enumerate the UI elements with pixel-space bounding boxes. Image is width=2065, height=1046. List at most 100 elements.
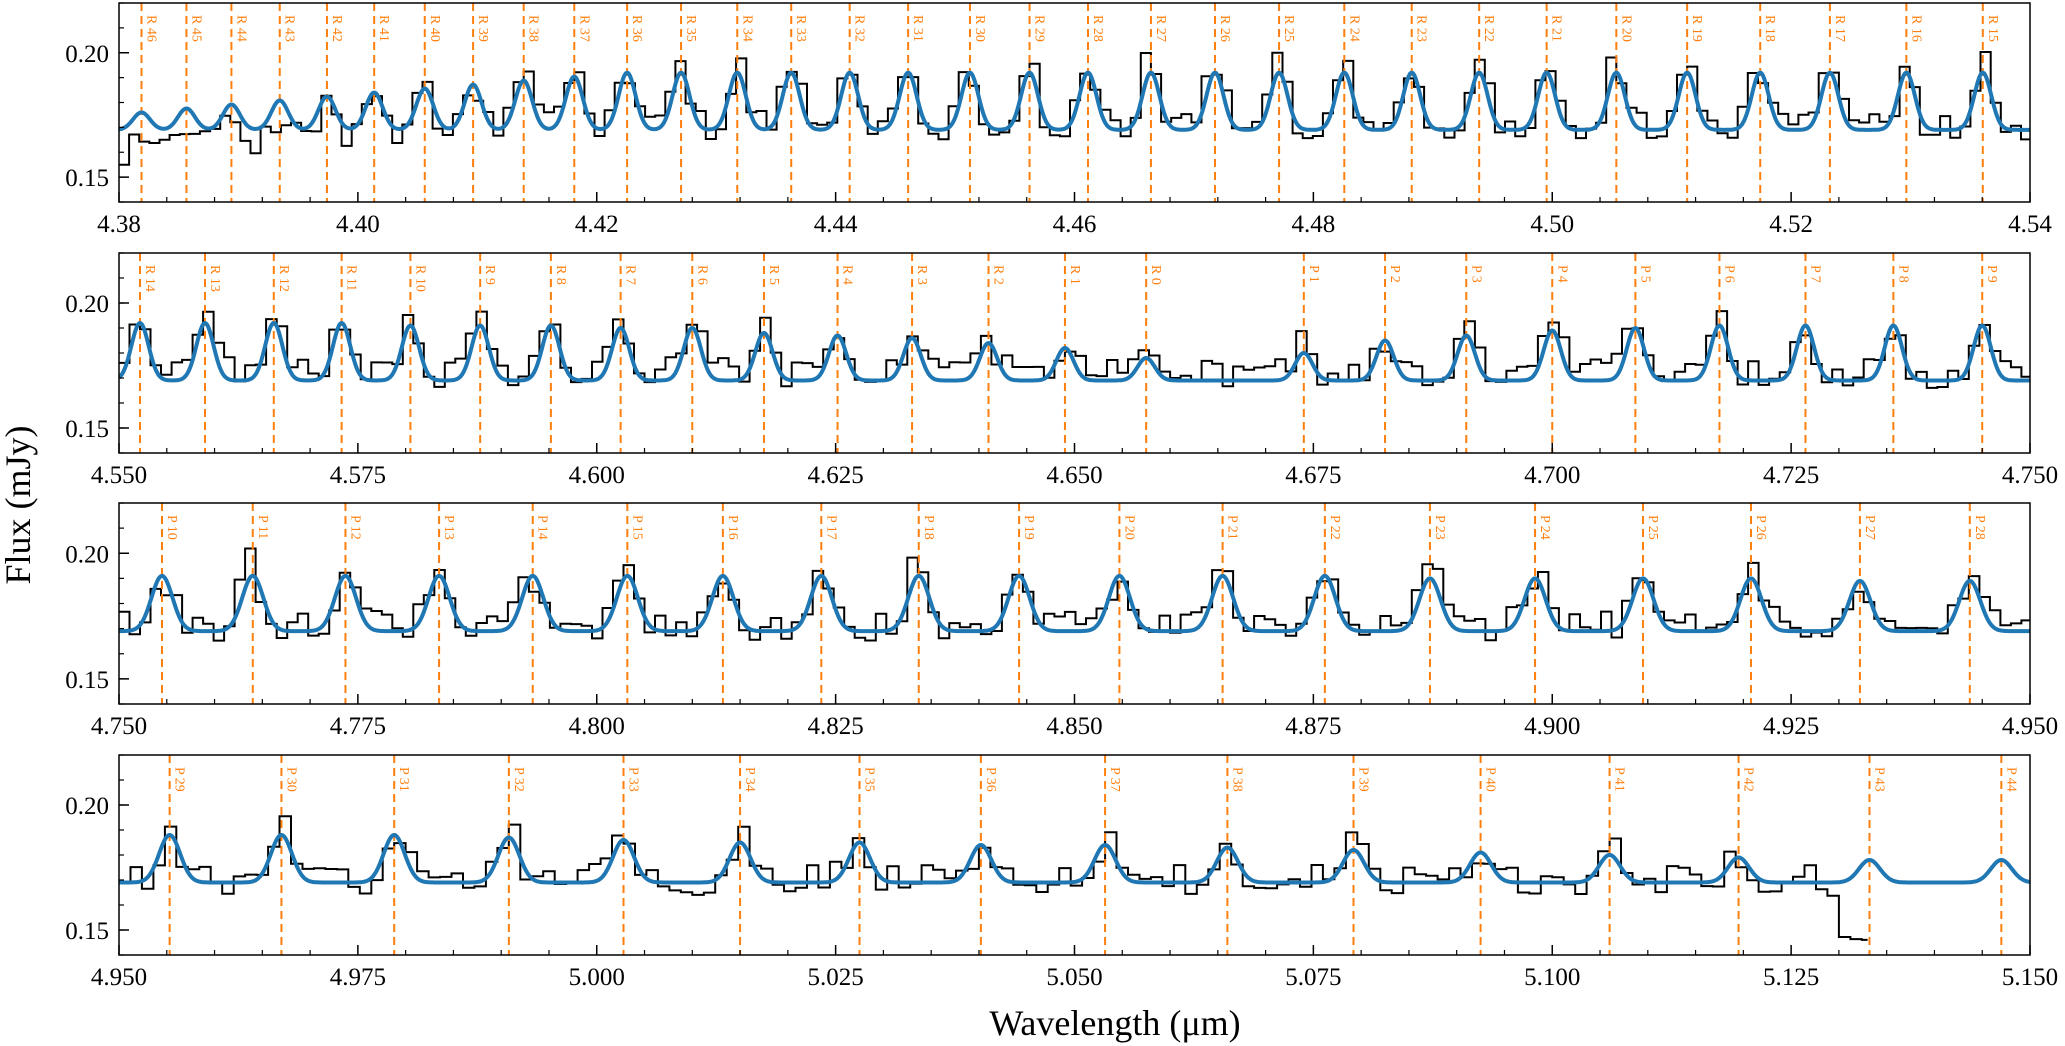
panel-4: P 29 P 30 P 31 P 32 P 33 P 34 P 35 P 36 P 37 P 38… [65,754,2058,991]
line-label: P 35 [862,767,877,792]
line-label: R 32 [852,15,867,42]
line-label: R 42 [329,15,344,42]
line-label: P 8 [1895,265,1910,283]
line-label: R 27 [1153,15,1168,42]
line-label: P 44 [2003,767,2018,792]
line-label: R 14 [142,265,157,292]
x-axis-title: Wavelength (μm) [989,1003,1240,1043]
model-spectrum [119,832,2030,885]
line-label: R 33 [793,15,808,42]
axes-frame [118,2,2031,203]
line-label: R 3 [914,265,929,285]
y-tick-label: 0.20 [65,41,109,68]
line-label: R 19 [1689,15,1704,42]
line-label: R 18 [1762,15,1777,42]
x-tick-label: 4.750 [2002,462,2058,489]
observed-spectrum [119,310,2030,389]
line-label: R 1 [1067,265,1082,285]
line-label: P 20 [1121,515,1136,540]
x-tick-label: 4.900 [1524,713,1580,740]
line-label: P 42 [1741,767,1756,792]
y-axis-title: Flux (mJy) [0,425,38,584]
line-label: R 30 [972,15,987,42]
line-label: P 3 [1468,265,1483,283]
line-label: P 32 [511,767,526,792]
axes-frame [118,502,2031,705]
line-label: P 27 [1862,515,1877,540]
line-label: P 4 [1554,265,1569,283]
x-tick-label: 4.46 [1053,211,1097,238]
model-spectrum [119,70,2030,132]
line-label: R 25 [1281,15,1296,42]
line-label: R 40 [427,15,442,42]
x-tick-label: 4.775 [330,713,386,740]
x-tick-label: 4.650 [1046,462,1102,489]
line-label: P 16 [725,515,740,540]
line-label: R 0 [1148,265,1163,285]
line-label: R 9 [482,265,497,285]
line-label: R 7 [623,265,638,285]
line-label: P 40 [1483,767,1498,792]
line-label: P 36 [983,767,998,792]
observed-spectrum [119,51,2030,166]
x-tick-label: 4.975 [330,964,386,991]
x-tick-label: 4.675 [1285,462,1341,489]
line-label: P 26 [1753,515,1768,540]
line-label: P 17 [823,515,838,540]
y-tick-label: 0.20 [65,793,109,820]
x-tick-label: 5.075 [1285,964,1341,991]
line-label: P 41 [1612,767,1627,792]
line-label: P 19 [1021,515,1036,540]
line-label: P 25 [1645,515,1660,540]
line-label: R 43 [282,15,297,42]
line-label: P 39 [1356,767,1371,792]
line-label: R 23 [1414,15,1429,42]
model-spectrum [119,573,2030,634]
line-label: P 7 [1807,265,1822,283]
panel-2: R 14 R 13 R 12 R 11 R 10 R 9 R 8 R 7 R 6 R 5 R 4 R … [65,252,2058,489]
line-label: R 46 [143,15,158,42]
x-tick-label: 4.575 [330,462,386,489]
x-tick-label: 4.50 [1530,211,1574,238]
line-label: R 28 [1090,15,1105,42]
x-tick-label: 4.950 [91,964,147,991]
x-tick-label: 5.100 [1524,964,1580,991]
panel-3: P 10 P 11 P 12 P 13 P 14 P 15 P 16 P 17 P 18 P 19… [65,502,2058,740]
line-label: P 9 [1984,265,1999,283]
x-tick-label: 5.000 [569,964,625,991]
line-label: R 12 [276,265,291,292]
y-tick-label: 0.20 [65,541,109,568]
line-label: R 6 [694,265,709,285]
observed-spectrum [119,815,1868,941]
line-label: P 13 [441,515,456,540]
x-tick-label: 4.44 [814,211,858,238]
line-label: R 8 [553,265,568,285]
line-label: R 41 [376,15,391,42]
line-label: P 18 [921,515,936,540]
line-label: R 38 [526,15,541,42]
line-label: P 37 [1107,767,1122,792]
x-tick-label: 4.800 [569,713,625,740]
line-label: P 2 [1387,265,1402,283]
line-label: P 23 [1432,515,1447,540]
line-label: P 12 [347,515,362,540]
x-tick-label: 4.625 [808,462,864,489]
x-tick-label: 5.125 [1763,964,1819,991]
line-label: P 6 [1721,265,1736,283]
line-label: P 5 [1637,265,1652,283]
x-tick-label: 4.925 [1763,713,1819,740]
line-label: R 37 [576,15,591,42]
x-tick-label: 4.48 [1292,211,1336,238]
line-label: R 17 [1832,15,1847,42]
line-label: P 11 [255,515,270,539]
y-tick-label: 0.15 [65,918,109,945]
x-tick-label: 4.700 [1524,462,1580,489]
line-label: P 28 [1972,515,1987,540]
x-tick-label: 4.600 [569,462,625,489]
line-label: P 43 [1871,767,1886,792]
line-label: R 2 [991,265,1006,285]
line-label: R 10 [412,265,427,292]
line-label: R 39 [475,15,490,42]
line-label: R 45 [188,15,203,42]
